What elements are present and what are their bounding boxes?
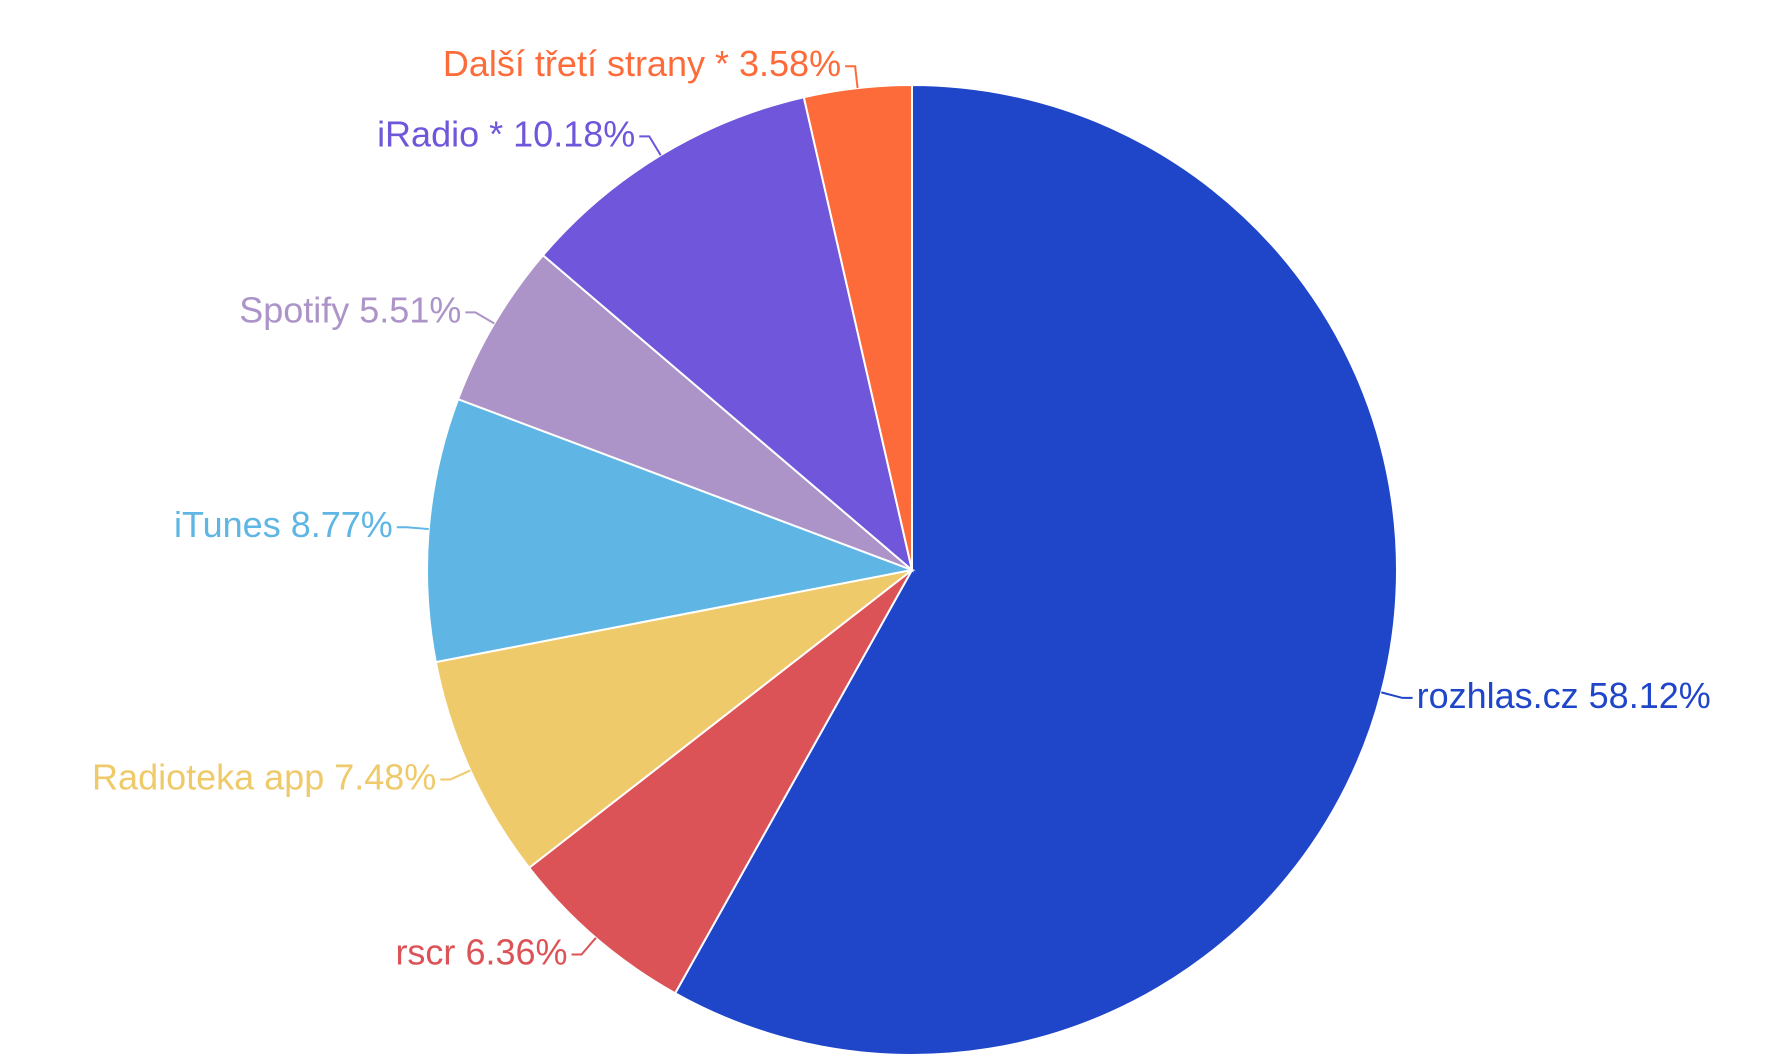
slice-label-name: Radioteka app (92, 756, 324, 797)
pie-slice (802, 83, 913, 571)
slice-label-name: rozhlas.cz (1417, 674, 1579, 715)
pie-slice (527, 569, 913, 995)
leader-line (1381, 691, 1413, 699)
leader-line (465, 311, 495, 325)
slice-label-name: rscr (395, 931, 455, 972)
leader-line (845, 65, 859, 89)
slice-label-value: 8.77% (291, 504, 393, 545)
slice-label-value: 7.48% (334, 756, 436, 797)
slice-label-value: 5.51% (359, 289, 461, 330)
leader-line (639, 135, 662, 156)
slice-label: iRadio * 10.18% (377, 113, 635, 154)
slice-label-name: Další třetí strany * (443, 43, 729, 84)
slice-label-value: 6.36% (465, 931, 567, 972)
leader-line (440, 769, 471, 781)
leader-line (396, 526, 429, 531)
pie-slice (673, 83, 1398, 1056)
slice-label: iTunes 8.77% (174, 504, 393, 545)
slice-label: Radioteka app 7.48% (92, 756, 436, 797)
pie-slice (426, 397, 916, 664)
slice-label-value: 10.18% (513, 113, 635, 154)
slice-label-name: iRadio * (377, 113, 503, 154)
slice-label: rscr 6.36% (395, 931, 567, 972)
slice-label: rozhlas.cz 58.12% (1417, 674, 1711, 715)
slice-label-value: 58.12% (1589, 674, 1711, 715)
leader-line (571, 937, 597, 956)
pie-slice (541, 96, 914, 573)
slice-label-value: 3.58% (739, 43, 841, 84)
slice-label-name: Spotify (239, 289, 349, 330)
slice-label: Další třetí strany * 3.58% (443, 43, 841, 84)
slice-label-name: iTunes (174, 504, 281, 545)
slice-label: Spotify 5.51% (239, 289, 461, 330)
pie-slice (434, 569, 913, 870)
